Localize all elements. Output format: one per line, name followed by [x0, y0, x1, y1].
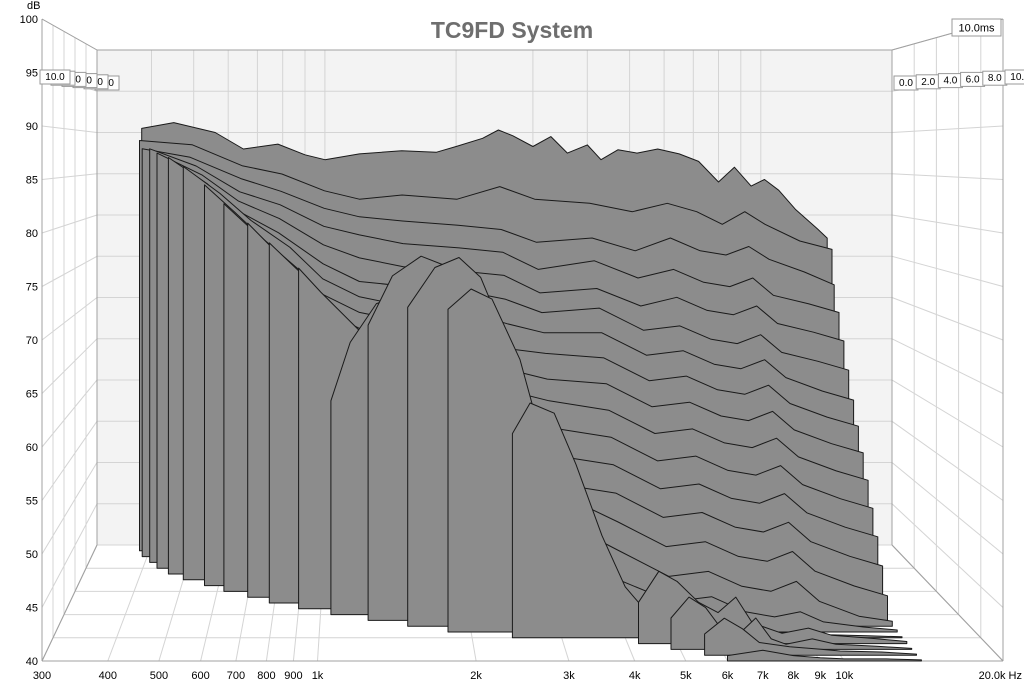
grid-line-db [891, 462, 1004, 555]
x-tick-label: 300 [33, 670, 51, 682]
y-tick-label: 70 [26, 335, 38, 347]
grid-line-db [41, 379, 98, 448]
x-tick-label: 600 [191, 670, 209, 682]
time-tick-right: 8.0 [982, 70, 1008, 86]
time-tick-box [1004, 69, 1024, 85]
grid-line-db [41, 297, 98, 341]
time-tick-right: 4.0 [937, 73, 963, 89]
time-tick-right: 6.0 [960, 71, 986, 87]
grid-line-db [41, 421, 98, 501]
y-tick-label: 65 [26, 389, 38, 401]
grid-line-db [891, 173, 1004, 180]
y-tick-label: 80 [26, 228, 38, 240]
x-tick-label: 8k [787, 670, 799, 682]
grid-line-db [891, 297, 1004, 341]
frame-edge [41, 18, 98, 51]
x-tick-label: 2k [470, 670, 482, 682]
x-tick-label: 4k [629, 670, 641, 682]
time-tick-label: 2.0 [921, 77, 935, 88]
grid-line-db [41, 214, 98, 234]
grid-line-db [891, 503, 1004, 608]
x-tick-label: 10k [836, 670, 854, 682]
grid-line-db [41, 255, 98, 287]
grid-line-db [41, 338, 98, 394]
x-tick-label: 9k [814, 670, 826, 682]
x-tick-label: 20.0k Hz [979, 670, 1022, 682]
time-tick-label: 10.0 [45, 72, 65, 83]
x-tick-label: 700 [227, 670, 245, 682]
grid-line-freq [107, 544, 152, 662]
x-tick-label: 500 [150, 670, 168, 682]
time-tick-box [39, 69, 71, 85]
grid-line-db [41, 173, 98, 180]
x-tick-label: 800 [257, 670, 275, 682]
y-tick-label: 60 [26, 442, 38, 454]
time-tick-right: 0.0 [893, 75, 919, 91]
x-tick-label: 3k [563, 670, 575, 682]
time-tick-label: 10.0 [1010, 72, 1024, 83]
y-tick-label: 40 [26, 656, 38, 668]
y-tick-label: 75 [26, 282, 38, 294]
grid-line-db [41, 462, 98, 555]
y-tick-label: 50 [26, 549, 38, 561]
y-axis-unit-label: dB [27, 0, 40, 12]
grid-line-db [41, 125, 98, 133]
y-tick-label: 45 [26, 603, 38, 615]
grid-line-db [891, 255, 1004, 287]
frame-edge [891, 544, 1004, 662]
time-tick-label: 6.0 [966, 74, 980, 85]
waterfall-slice [727, 649, 922, 662]
x-tick-label: 7k [757, 670, 769, 682]
y-tick-label: 95 [26, 68, 38, 80]
x-tick-label: 400 [99, 670, 117, 682]
grid-line-db [891, 214, 1004, 234]
x-tick-label: 900 [284, 670, 302, 682]
chart-title: TC9FD System [431, 17, 593, 43]
y-tick-label: 85 [26, 175, 38, 187]
grid-line-db [891, 379, 1004, 448]
axis-labels: 40 45 50 55 60 65 70 75 80 85 90 95 100 300 400 500 600 7… [20, 14, 1024, 682]
waterfall-slice [704, 617, 917, 656]
grid-line-db [41, 503, 98, 608]
waterfall-slices [139, 122, 922, 662]
grid-line-db [891, 125, 1004, 133]
time-tick-left: 10.0 [39, 69, 71, 85]
grid-line-db [891, 338, 1004, 394]
y-tick-label: 100 [20, 14, 38, 26]
time-tick-label: 8.0 [988, 73, 1002, 84]
x-tick-label: 6k [722, 670, 734, 682]
x-tick-label: 1k [312, 670, 324, 682]
y-tick-label: 90 [26, 121, 38, 133]
time-range-box [951, 18, 1002, 37]
time-tick-right: 10.0 [1004, 69, 1024, 85]
y-tick-label: 55 [26, 496, 38, 508]
time-tick-label: 4.0 [943, 76, 957, 87]
frame-edge [41, 544, 98, 662]
time-tick-label: 0.0 [899, 78, 913, 89]
time-tick-right: 2.0 [915, 74, 941, 90]
time-range-label: 10.0ms [958, 23, 995, 35]
x-tick-label: 5k [680, 670, 692, 682]
grid-line-db [891, 420, 1004, 501]
